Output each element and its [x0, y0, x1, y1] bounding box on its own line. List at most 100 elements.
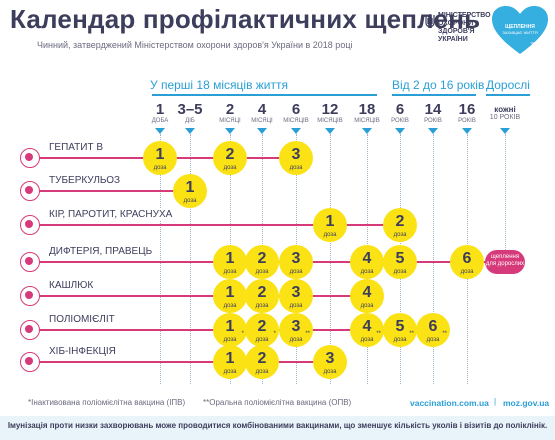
- column-header-number: 16: [458, 101, 476, 118]
- dose-word: доза: [223, 369, 237, 375]
- dose-footnote-mark: **: [305, 331, 310, 337]
- dose-footnote-mark: *: [273, 331, 276, 337]
- column-header-number: кожні: [494, 105, 516, 114]
- dose-word: доза: [255, 269, 269, 275]
- page-subtitle: Чинний, затверджений Міністерством охоро…: [37, 40, 353, 50]
- polio-icon: [20, 320, 40, 340]
- dose-number: 3: [291, 284, 301, 301]
- column-tick: [291, 128, 301, 134]
- dose-word: доза: [460, 269, 474, 275]
- column-header-unit: доба: [151, 118, 169, 124]
- dose-number: 5: [395, 250, 405, 267]
- column-header-number: 6: [291, 101, 301, 118]
- adult-booster-pill: щеплення для дорослих: [485, 250, 525, 274]
- column-line: [190, 134, 191, 384]
- column-header-unit: місяці: [219, 118, 241, 124]
- dose-word: доза: [289, 303, 303, 309]
- column-header-unit: місяці: [251, 118, 273, 124]
- column-tick: [257, 128, 267, 134]
- dose-circle: 1 доза: [173, 174, 207, 208]
- dose-circle: 1 доза: [143, 141, 177, 175]
- dose-footnote-mark: **: [442, 331, 447, 337]
- dose-number: 4: [362, 250, 372, 267]
- group-line-children: [392, 94, 476, 96]
- group-line-adults: [486, 94, 530, 96]
- dose-word: доза: [255, 303, 269, 309]
- column-tick: [225, 128, 235, 134]
- vaccination-link[interactable]: vaccination.com.ua: [410, 398, 489, 408]
- dose-circle: 1 доза: [313, 208, 347, 242]
- row-line: [36, 190, 190, 192]
- dose-word: доза: [323, 369, 337, 375]
- dose-word: доза: [323, 232, 337, 238]
- svg-text:ЗАХИЩАЄ ЖИТТЯ: ЗАХИЩАЄ ЖИТТЯ: [502, 30, 537, 35]
- hepatitis-icon: [20, 148, 40, 168]
- svg-text:ЩЕПЛЕННЯ: ЩЕПЛЕННЯ: [505, 24, 535, 30]
- dose-circle: 2 доза: [245, 245, 279, 279]
- dose-circle: 6 доза **: [416, 313, 450, 347]
- svg-text:unicef: unicef: [531, 40, 543, 45]
- row-label: КАШЛЮК: [46, 280, 97, 291]
- row-label: ПОЛІОМІЄЛІТ: [46, 314, 118, 325]
- bottom-note: Імунізація проти низки захворювань може …: [7, 421, 548, 430]
- column-header-unit: років: [458, 118, 476, 124]
- dose-circle: 1 доза: [213, 245, 247, 279]
- column-header-unit: місяців: [354, 118, 380, 124]
- measles-icon: [20, 215, 40, 235]
- dose-number: 6: [462, 250, 472, 267]
- dose-word: доза: [393, 337, 407, 343]
- dose-word: доза: [255, 337, 269, 343]
- column-header-number: 12: [321, 101, 339, 118]
- heart-logo: ЩЕПЛЕННЯ ЗАХИЩАЄ ЖИТТЯ unicef: [492, 6, 548, 54]
- dose-circle: 4 доза: [350, 245, 384, 279]
- dose-circle: 2 доза: [383, 208, 417, 242]
- dose-word: доза: [223, 269, 237, 275]
- pertussis-icon: [20, 286, 40, 306]
- footnote-opv: **Оральна поліомієлітна вакцина (ОПВ): [203, 398, 352, 407]
- column-header-unit: років: [391, 118, 409, 124]
- column-tick: [428, 128, 438, 134]
- dose-word: доза: [393, 269, 407, 275]
- moz-link[interactable]: moz.gov.ua: [503, 398, 550, 408]
- row-line: [36, 295, 367, 297]
- dose-circle: 3 доза **: [279, 313, 313, 347]
- dose-word: доза: [223, 337, 237, 343]
- column-tick: [500, 128, 510, 134]
- column-header-number: 14: [424, 101, 442, 118]
- column-header-unit: місяців: [283, 118, 309, 124]
- dose-word: доза: [223, 303, 237, 309]
- dose-footnote-mark: *: [241, 331, 244, 337]
- group-label-adults: Дорослі: [486, 78, 530, 92]
- dose-word: доза: [153, 165, 167, 171]
- column-header-number: 2: [225, 101, 235, 118]
- dose-circle: 6 доза: [450, 245, 484, 279]
- trident-icon: [425, 14, 435, 28]
- dose-word: доза: [223, 165, 237, 171]
- column-header-number: 1: [155, 101, 165, 118]
- column-tick: [395, 128, 405, 134]
- dose-circle: 5 доза: [383, 245, 417, 279]
- dose-circle: 2 доза: [245, 279, 279, 313]
- dose-number: 2: [257, 250, 267, 267]
- dose-number: 3: [291, 250, 301, 267]
- column-header-number: 18: [358, 101, 376, 118]
- group-label-infants: У перші 18 місяців життя: [150, 78, 288, 92]
- column-header-unit: місяців: [317, 118, 343, 124]
- dose-circle: 3 доза: [279, 245, 313, 279]
- dose-number: 1: [225, 350, 235, 367]
- dose-word: доза: [360, 337, 374, 343]
- dose-footnote-mark: **: [376, 331, 381, 337]
- dose-number: 5: [395, 318, 405, 335]
- column-tick: [462, 128, 472, 134]
- dose-word: доза: [289, 337, 303, 343]
- dose-circle: 1 доза: [213, 279, 247, 313]
- dose-number: 2: [257, 350, 267, 367]
- column-tick: [185, 128, 195, 134]
- hib-icon: [20, 352, 40, 372]
- dose-number: 1: [225, 318, 235, 335]
- row-label: ХІБ-ІНФЕКЦІЯ: [46, 346, 119, 357]
- row-label: ГЕПАТИТ В: [46, 142, 107, 153]
- dose-word: доза: [360, 269, 374, 275]
- column-tick: [362, 128, 372, 134]
- dose-circle: 2 доза *: [245, 313, 279, 347]
